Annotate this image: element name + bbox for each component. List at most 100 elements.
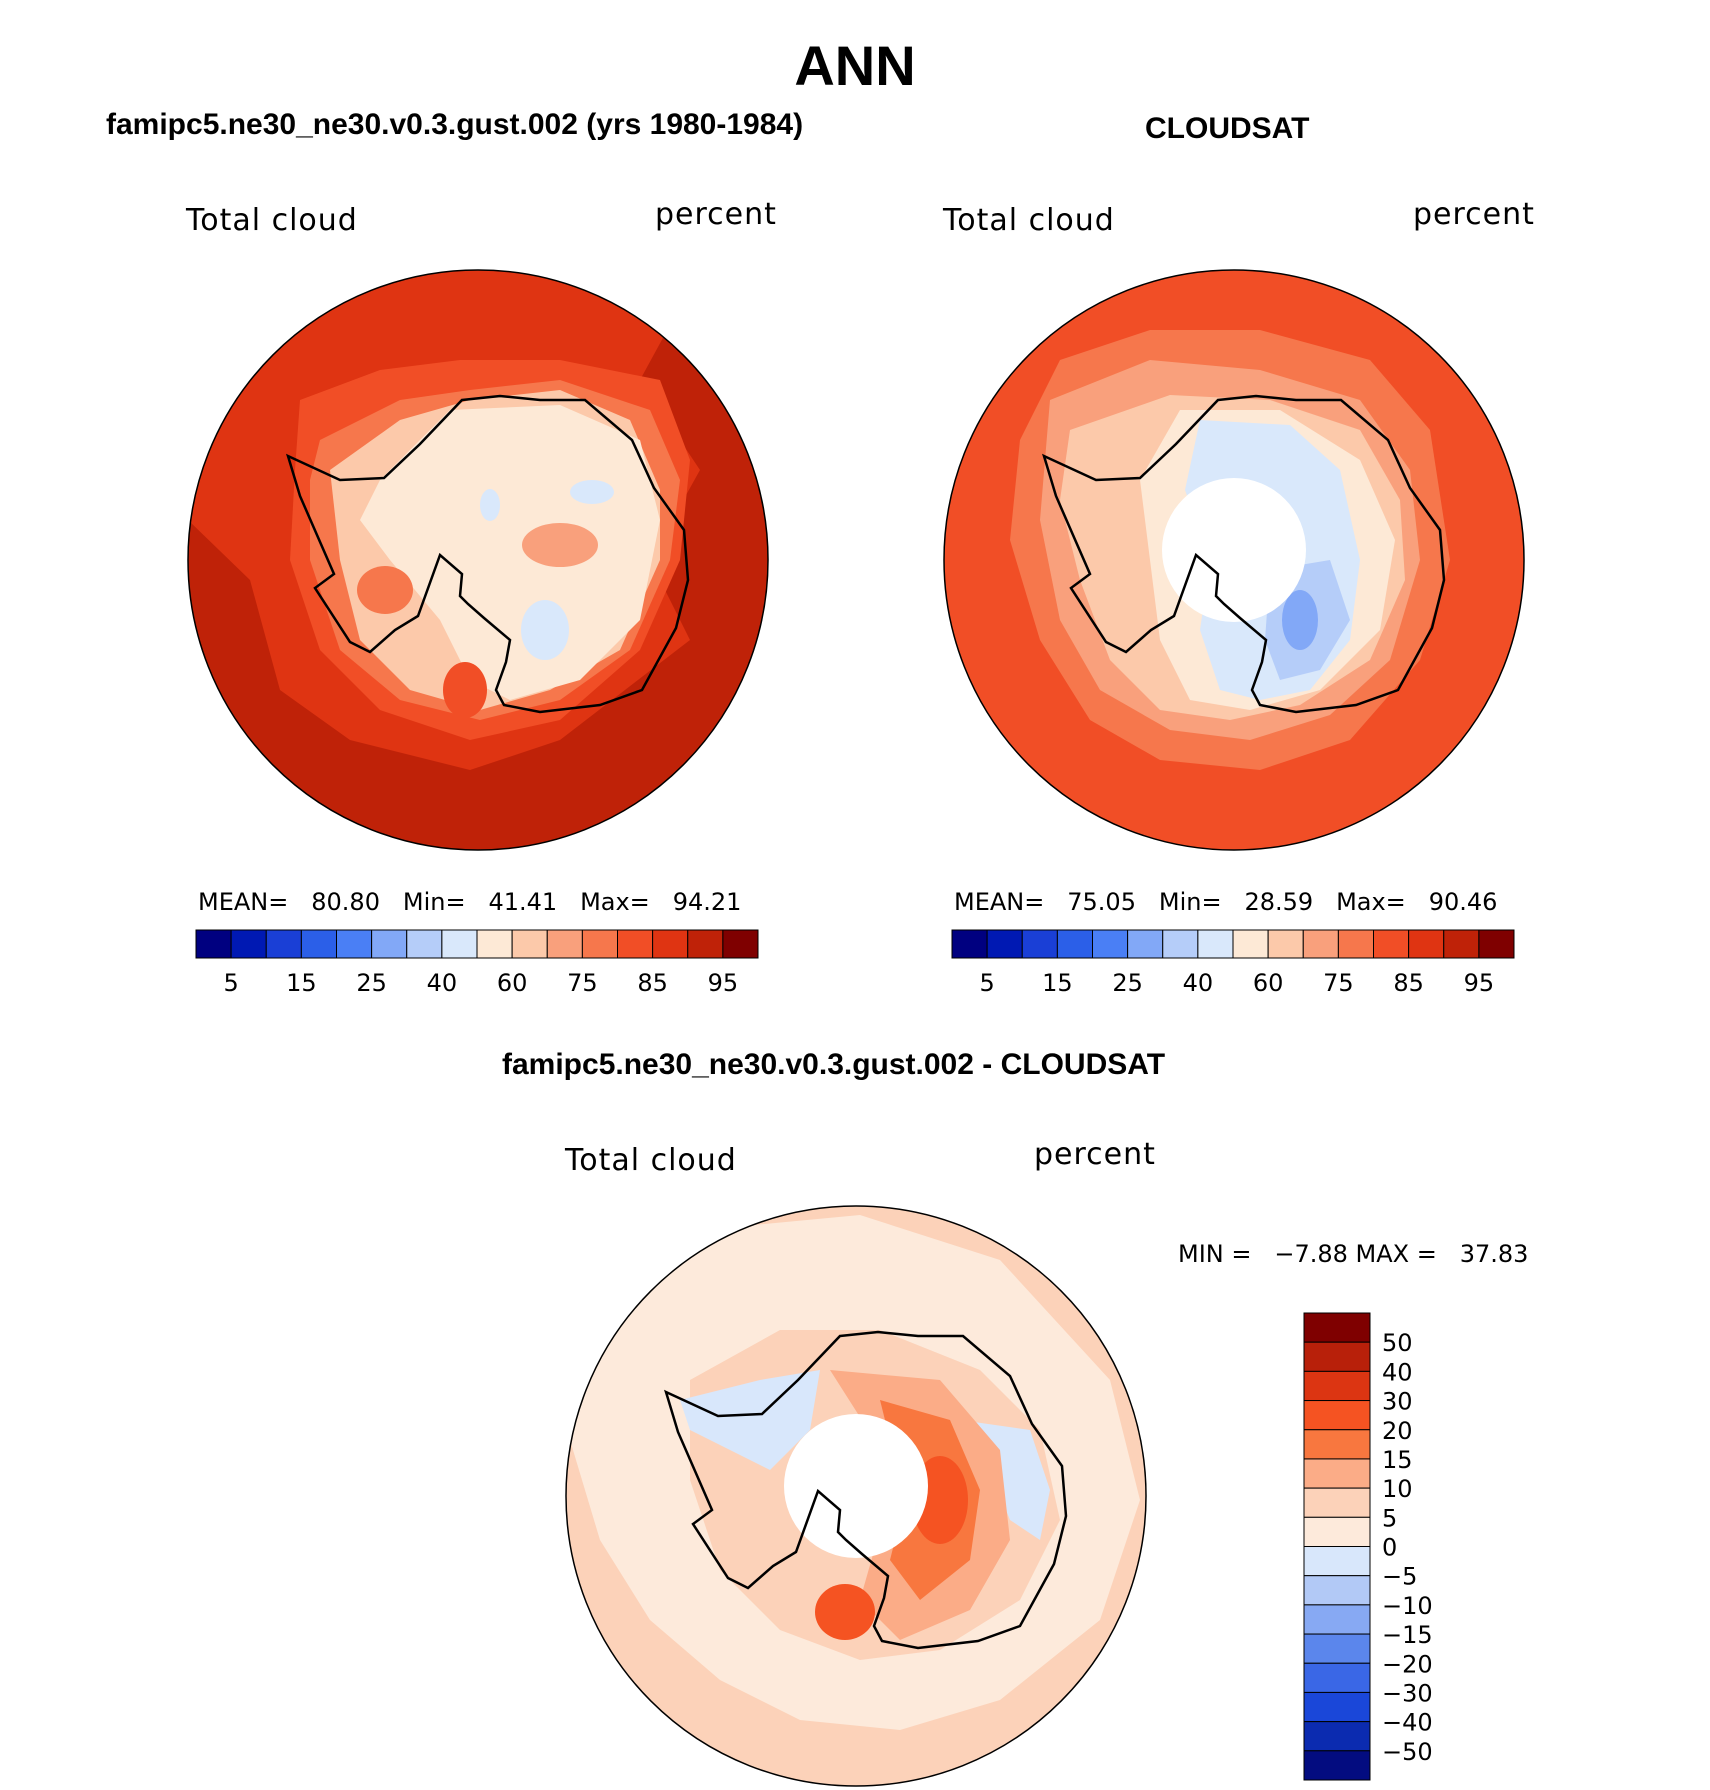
colorbar-swatch [617,929,654,959]
colorbar-tick-label: 5 [223,969,238,997]
colorbar-swatch [1303,1370,1371,1402]
colorbar-tick-label: 0 [1382,1534,1397,1562]
colorbar-swatch [1303,1312,1371,1343]
map2-pole-hole [1162,478,1306,622]
colorbar-tick-label: 15 [286,969,317,997]
map2 [944,270,1524,850]
stat-min-value: 41.41 [488,888,558,916]
panel3-title: famipc5.ne30_ne30.v0.3.gust.002 - CLOUDS… [502,1048,1166,1081]
colorbar-tick-label: 5 [1382,1504,1397,1532]
colorbar-swatch [1478,929,1515,959]
colorbar-swatch [986,929,1023,959]
panel1-stats: MEAN= 80.80 Min= 41.41 Max= 94.21 [198,888,741,916]
colorbar-swatch [1303,1341,1371,1372]
stat-min-value: 28.59 [1244,888,1314,916]
colorbar-swatch [476,929,513,959]
stat-max-value: 90.46 [1428,888,1498,916]
colorbar-tick-label: −50 [1382,1738,1433,1766]
colorbar-swatch [371,929,408,959]
colorbar-tick-label: 40 [1382,1358,1413,1386]
colorbar-tick-label: 95 [1464,969,1495,997]
colorbar-tick-label: −40 [1382,1709,1433,1737]
colorbar-tick-label: 30 [1382,1388,1413,1416]
panel1-colorbar: 5 15 25 40 60 75 85 95 [195,929,759,997]
stat-mean-value: 80.80 [311,888,380,916]
colorbar-tick-label: 60 [1253,969,1284,997]
panel3-variable-label: Total cloud [565,1143,737,1178]
map3-pole-hole [784,1414,928,1558]
panel3-min-max: MIN = −7.88 MAX = 37.83 [1178,1240,1529,1268]
panel2-variable-label: Total cloud [943,203,1115,238]
colorbar-swatch [1092,929,1129,959]
colorbar-swatch [546,929,583,959]
colorbar-tick-label: 20 [1382,1417,1413,1445]
colorbar-swatch [1267,929,1304,959]
colorbar-swatch [195,929,232,959]
colorbar-swatch [265,929,302,959]
map1-ross-patch [443,662,487,718]
colorbar-swatch [1303,1750,1371,1781]
colorbar-swatch [511,929,548,959]
colorbar-swatch [1302,929,1339,959]
colorbar-tick-label: 15 [1382,1446,1413,1474]
map3 [566,1206,1146,1786]
stat-min-label: Min= [402,888,466,916]
panel2-title: CLOUDSAT [1145,112,1310,145]
colorbar-tick-label: 40 [427,969,458,997]
colorbar-swatch [1303,1633,1371,1664]
colorbar-tick-label: 50 [1382,1329,1413,1357]
colorbar-tick-label: 5 [979,969,994,997]
map3-border [565,1205,1147,1787]
map3-ross-patch [815,1584,875,1640]
colorbar-swatch [1056,929,1093,959]
colorbar-swatch [1303,1400,1371,1431]
map2-coastline [1042,394,1446,714]
panel1-title: famipc5.ne30_ne30.v0.3.gust.002 (yrs 198… [106,108,804,141]
map1-interior-patch [522,523,598,567]
colorbar-tick-label: 85 [637,969,668,997]
colorbar-swatch [687,929,724,959]
colorbar-swatch [652,929,689,959]
colorbar-swatch [230,929,267,959]
figure-title: ANN [794,34,916,97]
colorbar-swatch [951,929,988,959]
colorbar-swatch [1303,1691,1371,1723]
colorbar-swatch [1162,929,1199,959]
colorbar-swatch [300,929,337,959]
colorbar-swatch [1303,1487,1371,1518]
stat-mean-label: MEAN= [954,888,1045,916]
map1-weddell-patch [357,566,413,614]
stat-min-label: Min= [1158,888,1222,916]
colorbar-swatch [1303,1429,1371,1460]
colorbar-swatch [1303,1546,1371,1577]
colorbar-tick-label: 85 [1393,969,1424,997]
colorbar-swatch [1337,929,1374,959]
colorbar-swatch [1303,1604,1371,1635]
colorbar-swatch [1232,929,1269,959]
map2-border [943,269,1525,851]
colorbar-swatch [1303,1721,1371,1752]
stat-mean-label: MEAN= [198,888,289,916]
panel1-variable-label: Total cloud [186,203,358,238]
map1-coastline [286,394,690,714]
map2-interior-patch [1282,590,1318,650]
colorbar-tick-label: −30 [1382,1679,1433,1707]
colorbar-tick-label: 40 [1183,969,1214,997]
colorbar-tick-label: 15 [1042,969,1073,997]
colorbar-swatch [1408,929,1445,959]
colorbar-swatch [1021,929,1058,959]
map3-coastline [664,1330,1068,1650]
colorbar-swatch [406,929,443,959]
stat-max-label: Max= [580,888,650,916]
colorbar-swatch [581,929,618,959]
panel2-units-label: percent [1413,197,1535,232]
map1-interior-blue [570,480,614,504]
panel2-colorbar: 5 15 25 40 60 75 85 95 [951,929,1515,997]
panel2-stats: MEAN= 75.05 Min= 28.59 Max= 90.46 [954,888,1497,916]
map1-border [187,269,769,851]
colorbar-tick-label: 60 [497,969,528,997]
colorbar-swatch [1443,929,1480,959]
colorbar-tick-label: 10 [1382,1475,1413,1503]
